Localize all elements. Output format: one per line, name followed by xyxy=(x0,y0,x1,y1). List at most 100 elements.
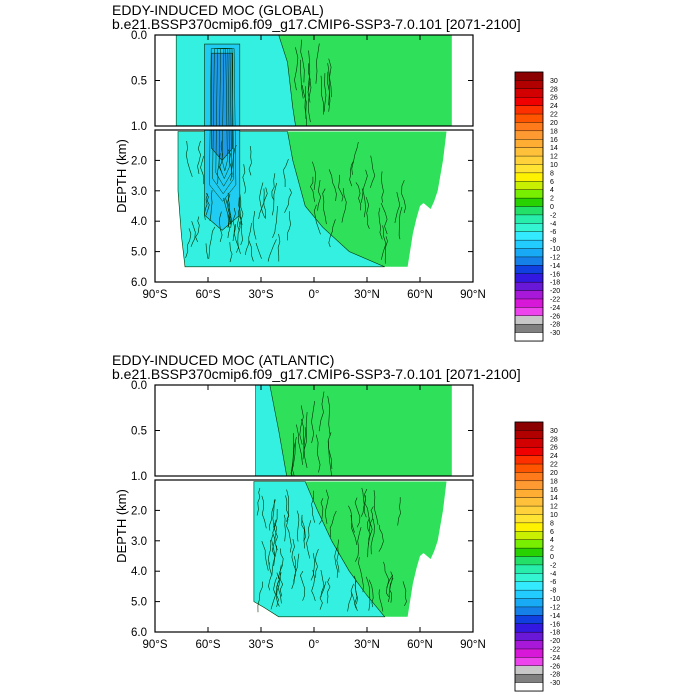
colorbar-label: -26 xyxy=(550,313,560,320)
x-tick-label: 90°S xyxy=(142,639,167,651)
colorbar-swatch xyxy=(514,556,544,566)
x-tick-label: 90°S xyxy=(142,289,167,301)
colorbar-swatch xyxy=(514,682,544,692)
contour-line xyxy=(218,130,230,180)
colorbar-swatch xyxy=(514,421,544,431)
colorbar-swatch xyxy=(514,522,544,532)
y-tick-label: 5.0 xyxy=(131,247,147,259)
contour-line xyxy=(283,514,286,542)
contour-line xyxy=(317,180,322,211)
x-tick-label: 30°N xyxy=(354,289,380,301)
colorbar-swatch xyxy=(514,122,544,132)
contour-line xyxy=(200,155,205,185)
colorbar-swatch xyxy=(514,130,544,140)
contour-line xyxy=(347,592,352,612)
contour-line xyxy=(236,221,241,253)
colorbar-label: -12 xyxy=(550,254,560,261)
contour-line xyxy=(315,434,321,473)
contour-line xyxy=(270,577,278,610)
contour-line xyxy=(365,197,370,229)
upper-field xyxy=(255,385,452,476)
contour-line xyxy=(303,412,308,451)
contour-line xyxy=(323,73,327,112)
contour-line xyxy=(312,161,317,190)
contour-line xyxy=(276,572,282,604)
colorbar-swatch xyxy=(514,172,544,182)
y-tick-label: 5.0 xyxy=(131,597,147,609)
y-tick-label: 6.0 xyxy=(131,627,147,639)
negative-region xyxy=(255,385,287,476)
contour-line xyxy=(208,226,216,259)
colorbar-label: 16 xyxy=(550,487,558,494)
contour-line xyxy=(275,572,282,607)
contour-line xyxy=(242,164,247,194)
contour-line xyxy=(209,190,213,222)
contour-line xyxy=(401,180,406,213)
colorbar-swatch xyxy=(514,273,544,283)
contour-line xyxy=(287,211,291,241)
contour-line xyxy=(219,48,230,126)
contour-line xyxy=(185,140,193,177)
colorbar-swatch xyxy=(514,648,544,658)
colorbar-label: 0 xyxy=(550,554,554,561)
contour-line xyxy=(402,581,407,607)
contour-line xyxy=(341,188,347,223)
colorbar-swatch xyxy=(514,88,544,98)
colorbar-swatch xyxy=(514,139,544,149)
x-tick-label: 30°S xyxy=(248,639,273,651)
negative-cell xyxy=(204,130,241,231)
colorbar-swatch xyxy=(514,665,544,675)
contour-line xyxy=(358,557,364,593)
contour-line xyxy=(257,581,263,613)
y-tick-label: 0.5 xyxy=(131,76,147,88)
colorbar-swatch xyxy=(514,256,544,266)
colorbar-label: -30 xyxy=(550,680,560,687)
colorbar-swatch xyxy=(514,197,544,207)
colorbar-label: -10 xyxy=(550,246,560,253)
colorbar-swatch xyxy=(514,97,544,107)
positive-region xyxy=(255,385,452,476)
chart-subtitle: b.e21.BSSP370cmip6.f09_g17.CMIP6-SSP3-7.… xyxy=(112,366,521,382)
colorbar-label: 18 xyxy=(550,128,558,135)
contour-line xyxy=(322,188,327,225)
contour-line xyxy=(255,242,262,259)
contour-line xyxy=(277,233,281,262)
colorbar-label: -20 xyxy=(550,288,560,295)
contour-line xyxy=(304,86,307,126)
colorbar-swatch xyxy=(514,206,544,216)
colorbar-swatch xyxy=(514,472,544,482)
colorbar-swatch xyxy=(514,223,544,233)
contour-line xyxy=(307,50,311,92)
colorbar-swatch xyxy=(514,315,544,325)
contour-line xyxy=(308,78,312,123)
contour-line xyxy=(271,523,277,557)
colorbar-label: -24 xyxy=(550,655,560,662)
x-tick-label: 90°N xyxy=(460,289,486,301)
contour-line xyxy=(328,169,337,202)
contour-line xyxy=(190,221,196,247)
colorbar-label: -30 xyxy=(550,330,560,337)
colorbar-label: 10 xyxy=(550,162,558,169)
contour-line xyxy=(261,495,267,529)
contour-line xyxy=(301,517,306,549)
contour-line xyxy=(218,211,223,242)
contour-line xyxy=(301,85,307,119)
contour-line xyxy=(368,579,374,608)
colorbar-label: 24 xyxy=(550,103,558,110)
contour-line xyxy=(318,498,324,525)
colorbar-swatch xyxy=(514,307,544,317)
colorbar-swatch xyxy=(514,623,544,633)
contour-line xyxy=(328,58,332,98)
contour-line xyxy=(267,539,272,565)
contour-line xyxy=(320,75,324,115)
contour-line xyxy=(267,239,277,262)
contour-line xyxy=(233,224,241,254)
contour-line xyxy=(394,192,401,224)
contour-line xyxy=(327,440,332,476)
colorbar-swatch xyxy=(514,573,544,583)
contour-line xyxy=(239,193,244,227)
colorbar-label: -14 xyxy=(550,263,560,270)
contour-line xyxy=(398,206,403,240)
colorbar-label: -2 xyxy=(550,212,556,219)
contour-line xyxy=(212,130,235,195)
